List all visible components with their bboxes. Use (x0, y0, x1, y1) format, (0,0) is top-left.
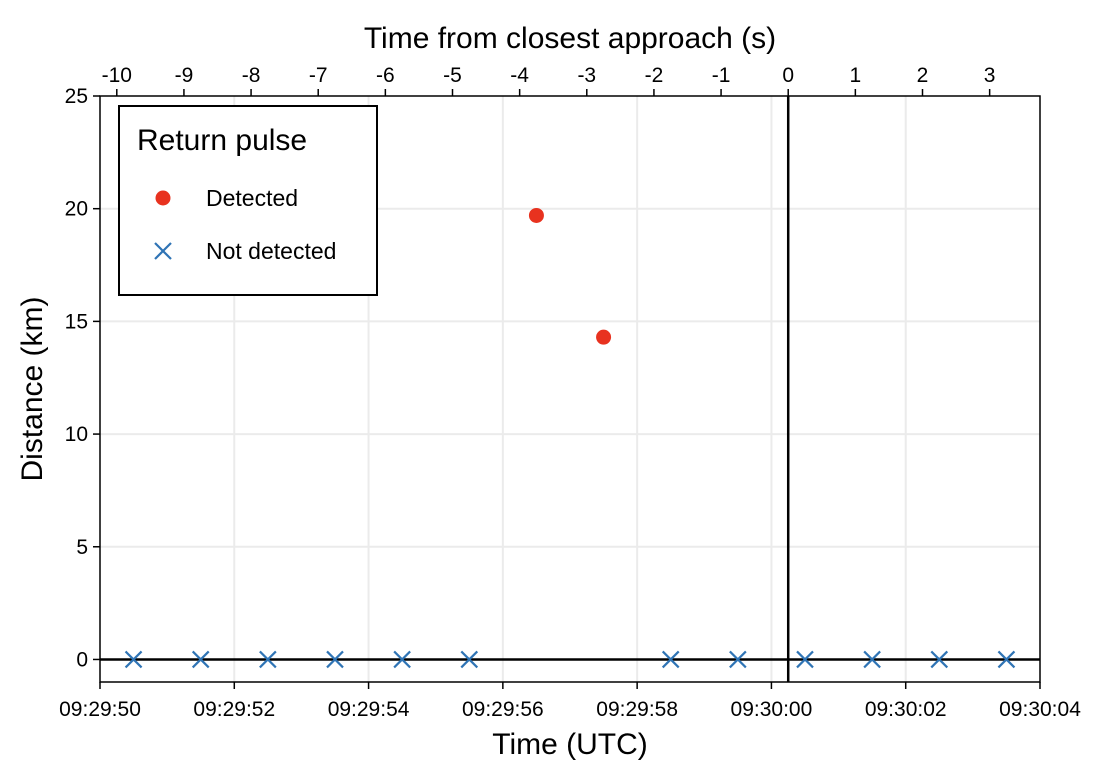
not-detected-point (259, 650, 277, 669)
top-x-tick-label: -1 (712, 64, 731, 87)
top-x-tick-label: -8 (242, 64, 261, 87)
x-tick-label: 09:29:50 (59, 698, 141, 721)
not-detected-point (729, 650, 747, 669)
top-x-tick-label: 1 (850, 64, 862, 87)
top-x-tick-label: 0 (782, 64, 794, 87)
top-x-tick-label: 2 (917, 64, 929, 87)
y-tick-label: 0 (76, 648, 88, 671)
x-tick-label: 09:29:54 (328, 698, 410, 721)
x-tick-label: 09:30:04 (999, 698, 1081, 721)
detected-point (528, 207, 544, 223)
legend-not-detected-marker (154, 242, 172, 260)
axis-ticks: 09:29:50 09:29:52 09:29:54 09:29:56 09:29:58… (59, 64, 1081, 721)
x-tick-label: 09:30:00 (731, 698, 813, 721)
plot-frame (99, 95, 1041, 683)
x-tick-label: 09:29:58 (596, 698, 678, 721)
detected-point (596, 329, 612, 345)
top-x-tick-label: -3 (577, 64, 596, 87)
not-detected-point (863, 650, 881, 669)
y-tick-label: 25 (65, 85, 88, 108)
not-detected-point (393, 650, 411, 669)
y-axis-title: Distance (km) (16, 296, 49, 481)
legend-not-detected-label: Not detected (206, 238, 336, 264)
top-x-tick-label: -5 (443, 64, 462, 87)
top-x-tick-label: -6 (376, 64, 395, 87)
not-detected-point (460, 650, 479, 669)
top-x-axis-title: Time from closest approach (s) (364, 22, 776, 55)
y-tick-label: 10 (65, 423, 88, 446)
x-tick-label: 09:29:56 (462, 698, 544, 721)
grid-lines (100, 96, 1040, 682)
not-detected-point (661, 650, 680, 669)
x-tick-label: 09:29:52 (193, 698, 275, 721)
legend-detected-marker (155, 190, 171, 206)
y-tick-label: 5 (76, 536, 88, 559)
legend: Return pulse Detected Not detected (118, 105, 378, 296)
not-detected-point (326, 650, 344, 669)
data-points (124, 207, 1016, 669)
not-detected-point (930, 650, 949, 669)
top-x-tick-label: -9 (175, 64, 194, 87)
x-axis-title: Time (UTC) (492, 728, 648, 761)
top-x-tick-label: -2 (645, 64, 664, 87)
not-detected-point (124, 650, 143, 669)
not-detected-point (796, 650, 814, 669)
top-x-tick-label: -7 (309, 64, 328, 87)
not-detected-point (997, 650, 1016, 669)
y-tick-label: 20 (65, 198, 88, 221)
not-detected-point (191, 650, 210, 669)
legend-detected-label: Detected (206, 185, 298, 211)
legend-title: Return pulse (137, 124, 307, 157)
top-x-tick-label: -10 (102, 64, 132, 87)
x-tick-label: 09:30:02 (865, 698, 947, 721)
top-x-tick-label: -4 (510, 64, 529, 87)
y-tick-label: 15 (65, 310, 88, 333)
top-x-tick-label: 3 (984, 64, 996, 87)
